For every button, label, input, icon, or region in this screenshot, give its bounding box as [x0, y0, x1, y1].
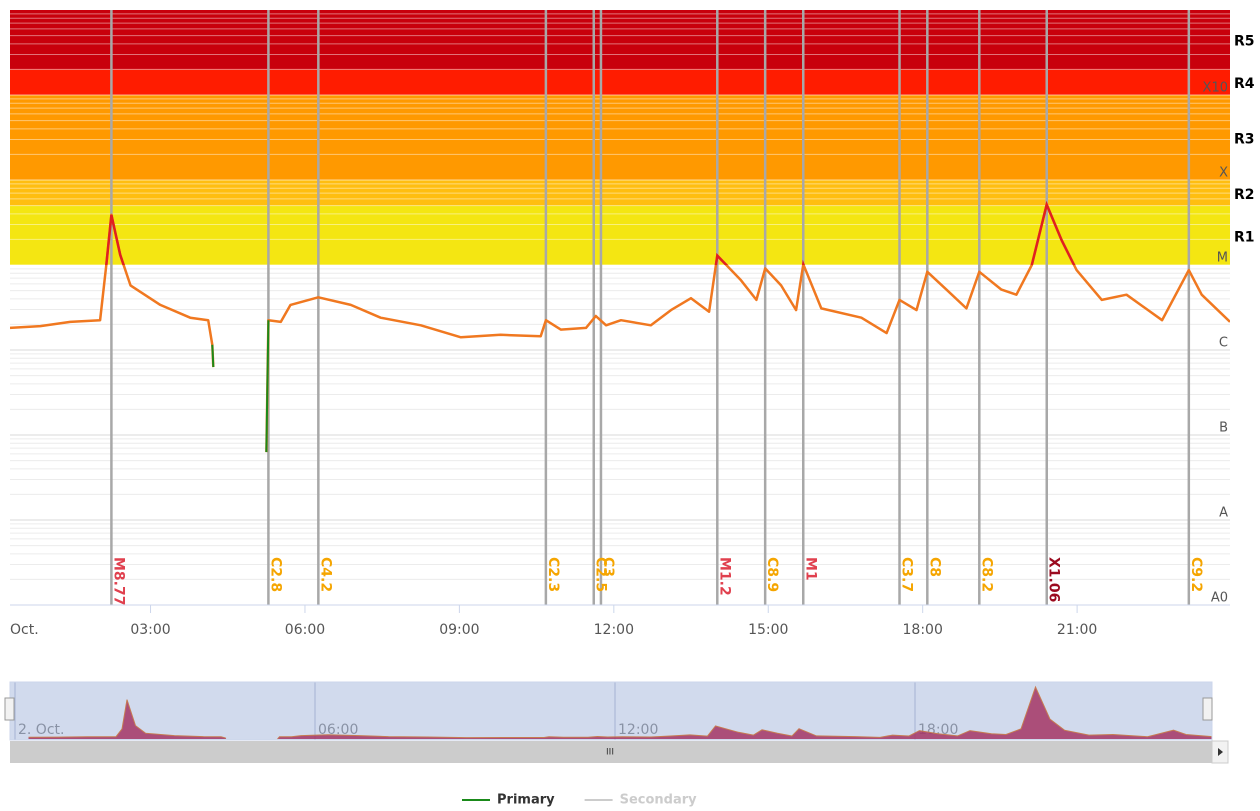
flare-label: C9.2 [1188, 557, 1204, 592]
flux-line-flare [105, 214, 125, 265]
flare-label: M8.77 [110, 557, 126, 605]
flare-label: C8.2 [978, 557, 994, 592]
navigator-background [9, 681, 1213, 741]
x-tick-label: 12:00 [594, 622, 634, 638]
band-label: R4 [1234, 76, 1255, 92]
arrow-icon [1218, 748, 1223, 756]
y-tick-label: X [1219, 166, 1228, 181]
flare-label: C8 [926, 557, 942, 577]
x-tick-label: 18:00 [903, 622, 943, 638]
y-tick-label: X10 [1203, 81, 1228, 96]
band-label: R3 [1234, 132, 1255, 148]
legend-label[interactable]: Primary [497, 793, 555, 808]
gap-segment [265, 320, 270, 453]
navigator-mask[interactable] [9, 681, 1213, 741]
navigator-area [28, 699, 226, 739]
flare-label: C3.7 [899, 557, 915, 592]
x-tick-label: 09:00 [439, 622, 479, 638]
y-tick-label: A [1219, 506, 1228, 521]
navigator-line [277, 685, 1212, 740]
x-tick-label: 15:00 [748, 622, 788, 638]
flare-label: M1 [802, 557, 818, 581]
flare-label: C2.8 [267, 557, 283, 592]
flare-label: C3 [600, 557, 616, 577]
y-tick-label: C [1219, 336, 1228, 351]
x-tick-label: Oct. [10, 622, 39, 638]
x-tick-label: 21:00 [1057, 622, 1097, 638]
flare-label: C2.5 [593, 557, 609, 592]
band-label: R2 [1234, 187, 1255, 203]
legend-label[interactable]: Secondary [620, 793, 698, 808]
flare-label: C2.3 [545, 557, 561, 592]
navigator-tick-label: 2. Oct. [18, 722, 64, 738]
scrollbar-grip: III [606, 748, 614, 758]
navigator-tick-label: 12:00 [618, 722, 658, 738]
flare-label: C8.9 [764, 557, 780, 592]
labels: R1 R2 R3 R4 R5 A0 A B C M X X10 Oct. 03:00 06:00 09:00 1… [10, 34, 1255, 638]
flux-line-flare [714, 200, 1076, 265]
x-tick-label: 03:00 [130, 622, 170, 638]
navigator-line [28, 699, 227, 739]
alert-band [10, 180, 1230, 206]
band-label: R1 [1234, 229, 1255, 245]
legend: Primary Secondary [462, 793, 697, 808]
y-tick-label: M [1217, 251, 1228, 266]
scrollbar[interactable] [10, 741, 1228, 763]
y-tick-label: A0 [1211, 591, 1228, 606]
flare-label: C4.2 [317, 557, 333, 592]
navigator: 2. Oct. 06:00 12:00 18:00 [14, 682, 1212, 740]
plot-area [10, 10, 1230, 605]
navigator-tick-label: 06:00 [318, 722, 358, 738]
band-label: R5 [1234, 34, 1255, 50]
flare-label: M1.2 [716, 557, 732, 596]
alert-band [10, 69, 1230, 95]
y-tick-label: B [1219, 421, 1228, 436]
alert-band [10, 205, 1230, 265]
x-tick-label: 06:00 [285, 622, 325, 638]
flare-label: X1.06 [1046, 557, 1062, 602]
navigator-handle[interactable] [1202, 697, 1213, 721]
alert-band [10, 95, 1230, 180]
alert-band [10, 10, 1230, 70]
gap-segment [211, 344, 215, 368]
navigator-handle[interactable] [4, 697, 15, 721]
